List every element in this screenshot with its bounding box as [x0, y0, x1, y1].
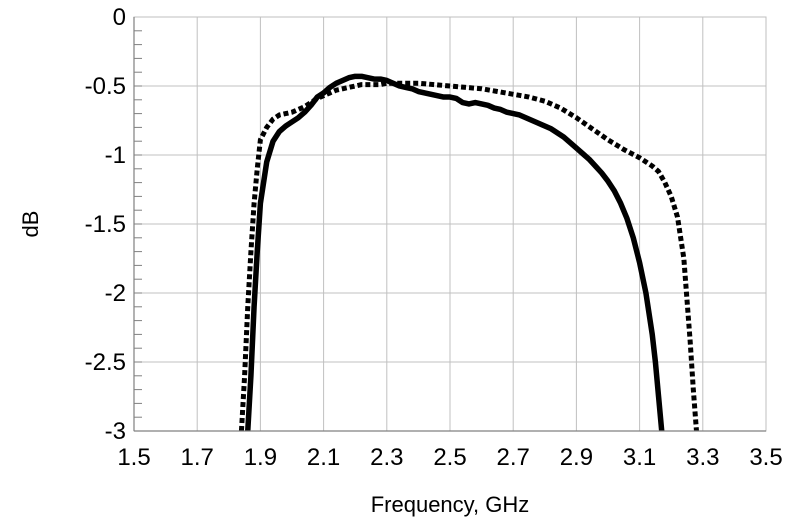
- x-tick-label: 2.7: [497, 444, 530, 471]
- x-tick-label: 3.3: [686, 444, 719, 471]
- grid: [133, 16, 767, 432]
- x-axis-title: Frequency, GHz: [371, 492, 530, 517]
- x-tick-label: 2.5: [433, 444, 466, 471]
- x-tick-label: 1.9: [244, 444, 277, 471]
- x-tick-label: 3.5: [749, 444, 782, 471]
- x-tick-label: 2.9: [560, 444, 593, 471]
- minor-ticks: [134, 16, 142, 432]
- dotted-series-line: [238, 80, 699, 432]
- solid-series-line: [245, 73, 665, 432]
- y-tick-label: -1: [105, 142, 126, 169]
- y-tick-label: 0: [113, 4, 126, 31]
- y-tick-label: -2: [105, 280, 126, 307]
- x-tick-label: 2.1: [307, 444, 340, 471]
- tick-labels: 1.5 1.7 1.9 2.1 2.3 2.5 2.7 2.9 3.1 3.3 3.5 0 -0.5 -1…: [85, 4, 783, 471]
- x-tick-label: 2.3: [370, 444, 403, 471]
- y-tick-label: -2.5: [85, 349, 126, 376]
- y-axis-title: dB: [18, 211, 43, 238]
- series-layer: [238, 73, 699, 432]
- x-tick-label: 1.5: [117, 444, 150, 471]
- y-tick-label: -3: [105, 418, 126, 445]
- axes: [133, 17, 766, 432]
- x-tick-label: 1.7: [181, 444, 214, 471]
- y-tick-label: -0.5: [85, 73, 126, 100]
- y-tick-label: -1.5: [85, 211, 126, 238]
- x-tick-label: 3.1: [623, 444, 656, 471]
